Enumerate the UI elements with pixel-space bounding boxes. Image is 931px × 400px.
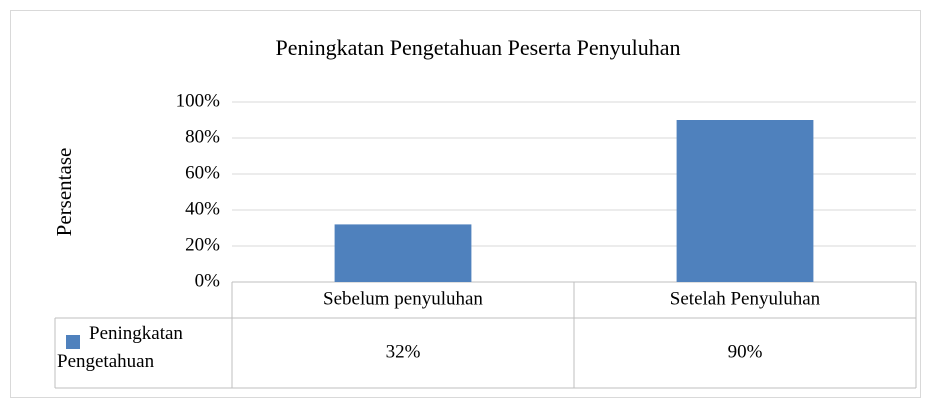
table-value: 90% bbox=[728, 341, 763, 362]
y-tick-label: 60% bbox=[185, 162, 220, 183]
y-tick-label: 0% bbox=[195, 270, 221, 291]
y-tick-label: 20% bbox=[185, 234, 220, 255]
bar bbox=[676, 120, 814, 282]
y-tick-label: 100% bbox=[176, 90, 221, 111]
bar bbox=[334, 224, 472, 282]
legend-entry: Peningkatan Pengetahuan bbox=[57, 320, 230, 376]
table-value: 32% bbox=[386, 341, 421, 362]
y-tick-label: 40% bbox=[185, 198, 220, 219]
x-tick-label: Sebelum penyuluhan bbox=[323, 288, 483, 309]
legend-label: Peningkatan Pengetahuan bbox=[57, 323, 183, 372]
legend-label-box: Peningkatan Pengetahuan bbox=[57, 320, 230, 376]
y-axis-label: Persentase bbox=[52, 148, 76, 237]
legend-swatch bbox=[66, 335, 80, 349]
y-tick-label: 80% bbox=[185, 126, 220, 147]
chart-title: Peningkatan Pengetahuan Peserta Penyuluh… bbox=[275, 35, 680, 60]
x-tick-label: Setelah Penyuluhan bbox=[670, 288, 821, 309]
